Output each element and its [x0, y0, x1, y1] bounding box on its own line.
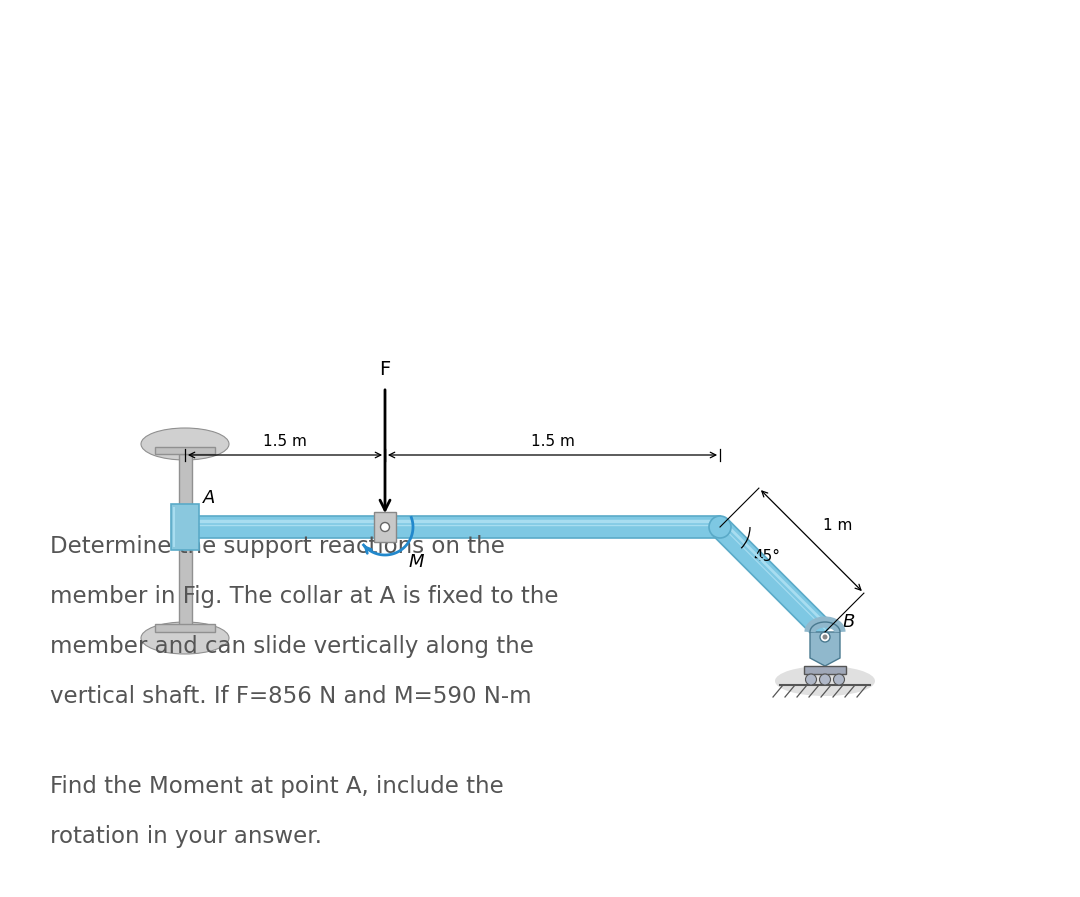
Circle shape — [380, 522, 390, 532]
Polygon shape — [712, 519, 833, 640]
Circle shape — [708, 516, 731, 538]
Text: Find the Moment at point A, include the: Find the Moment at point A, include the — [50, 775, 503, 798]
Text: 1.5 m: 1.5 m — [264, 434, 307, 449]
Text: B: B — [843, 613, 855, 631]
Polygon shape — [171, 504, 199, 550]
Circle shape — [820, 632, 831, 642]
Text: A: A — [203, 489, 215, 507]
Text: 1 m: 1 m — [823, 518, 853, 533]
Polygon shape — [804, 666, 846, 674]
Circle shape — [820, 674, 831, 685]
Ellipse shape — [775, 666, 875, 696]
Ellipse shape — [141, 622, 229, 654]
Polygon shape — [374, 512, 396, 542]
Polygon shape — [178, 454, 191, 627]
Polygon shape — [156, 447, 215, 454]
Text: vertical shaft. If F=856 N and M=590 N-m: vertical shaft. If F=856 N and M=590 N-m — [50, 685, 531, 708]
Ellipse shape — [141, 428, 229, 460]
Text: Determine the support reactions on the: Determine the support reactions on the — [50, 535, 504, 558]
Text: rotation in your answer.: rotation in your answer. — [50, 825, 322, 848]
Polygon shape — [190, 516, 720, 538]
Circle shape — [806, 674, 816, 685]
Polygon shape — [810, 632, 840, 666]
Text: member in Fig. The collar at A is fixed to the: member in Fig. The collar at A is fixed … — [50, 585, 558, 608]
Text: F: F — [379, 360, 391, 379]
Circle shape — [834, 674, 845, 685]
Text: member and can slide vertically along the: member and can slide vertically along th… — [50, 635, 534, 658]
Text: M: M — [409, 553, 424, 571]
Circle shape — [823, 634, 827, 640]
Text: 1.5 m: 1.5 m — [530, 434, 575, 449]
Polygon shape — [156, 624, 215, 632]
Text: 45°: 45° — [753, 549, 780, 564]
